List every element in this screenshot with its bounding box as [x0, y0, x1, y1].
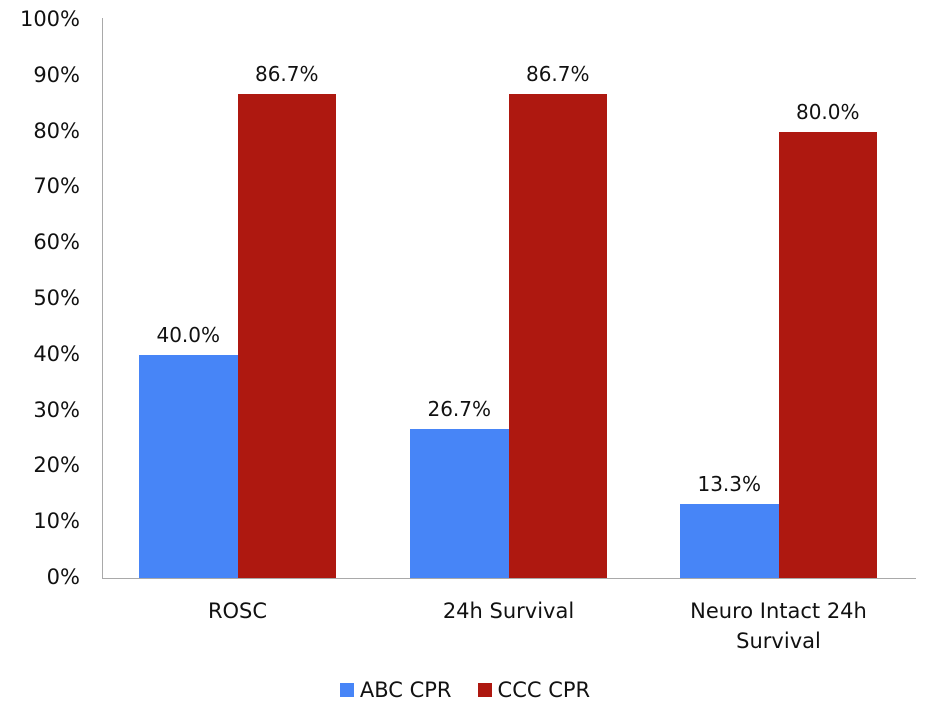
data-label: 86.7%	[254, 62, 319, 87]
legend-label: ABC CPR	[359, 678, 452, 702]
y-axis-line	[102, 18, 103, 578]
y-tick-label: 20%	[33, 453, 80, 478]
data-label: 86.7%	[525, 62, 590, 87]
data-label: 13.3%	[697, 471, 762, 496]
x-axis-line	[102, 578, 916, 579]
bar-ccc-cpr	[237, 94, 336, 578]
data-label: 26.7%	[427, 397, 492, 421]
bar-ccc-cpr	[508, 94, 607, 578]
x-category-label: Neuro Intact 24h Survival	[690, 599, 867, 653]
y-tick-label: 10%	[33, 509, 80, 534]
y-tick-label: 30%	[33, 397, 80, 422]
y-tick-label: 0%	[46, 565, 80, 589]
legend-swatch-icon	[477, 683, 492, 697]
y-tick-label: 100%	[19, 7, 80, 31]
y-tick-label: 40%	[33, 341, 80, 366]
bar-abc-cpr	[680, 503, 779, 578]
legend-item: CCC CPR	[477, 678, 591, 702]
y-tick-label: 50%	[33, 286, 80, 310]
legend-item: ABC CPR	[339, 678, 452, 702]
data-label: 80.0%	[795, 99, 860, 124]
bar-abc-cpr	[139, 354, 238, 578]
x-category-label: ROSC	[207, 599, 268, 623]
bar-ccc-cpr	[778, 131, 877, 578]
x-category-label: 24h Survival	[442, 599, 575, 623]
legend-swatch-icon	[339, 683, 354, 697]
legend: ABC CPR CCC CPR	[0, 678, 930, 702]
data-label: 40.0%	[156, 322, 221, 347]
y-tick-label: 60%	[33, 230, 80, 255]
y-tick-label: 90%	[33, 62, 80, 87]
y-tick-label: 80%	[33, 118, 80, 143]
y-tick-label: 70%	[33, 174, 80, 199]
bar-abc-cpr	[410, 429, 509, 578]
legend-label: CCC CPR	[497, 678, 591, 702]
